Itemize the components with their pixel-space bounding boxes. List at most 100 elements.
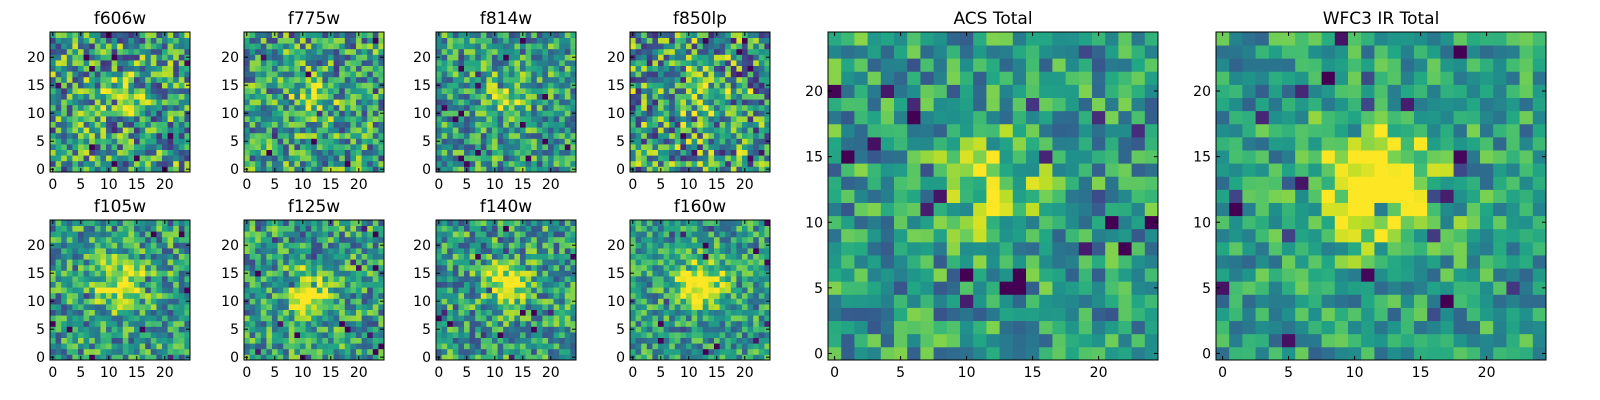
heatmap-cell [83, 43, 90, 50]
heatmap-cell [277, 276, 284, 282]
heatmap-cell [294, 220, 301, 226]
heatmap-cell [686, 110, 692, 117]
heatmap-cell [150, 348, 157, 355]
heatmap-cell [300, 82, 306, 89]
heatmap-cell [156, 144, 163, 150]
heatmap-cell [492, 326, 498, 333]
heatmap-cell [730, 71, 737, 78]
heatmap-cell [128, 76, 135, 83]
heatmap-cell [173, 259, 180, 266]
heatmap-cell [441, 354, 448, 361]
heatmap-cell [100, 248, 107, 254]
heatmap-cell [178, 121, 185, 128]
heatmap-cell [288, 354, 295, 361]
heatmap-cell [441, 121, 448, 128]
heatmap-cell [475, 76, 482, 83]
heatmap-cell [184, 43, 191, 50]
heatmap-cell [83, 276, 90, 282]
heatmap-cell [492, 276, 498, 282]
heatmap-cell [111, 127, 118, 134]
heatmap-cell [333, 93, 340, 100]
heatmap-cell [441, 225, 448, 232]
heatmap-cell [50, 43, 56, 50]
heatmap-cell [480, 37, 487, 44]
heatmap-cell [464, 348, 470, 355]
heatmap-cell [559, 104, 566, 111]
heatmap-cell [708, 354, 715, 361]
heatmap-cell [452, 259, 459, 266]
heatmap-cell [184, 225, 191, 232]
heatmap-cell [249, 65, 256, 72]
heatmap-cell [339, 315, 346, 322]
heatmap-cell [178, 264, 185, 271]
heatmap-cell [145, 354, 152, 361]
heatmap-cell [134, 160, 140, 167]
heatmap-cell [173, 337, 180, 344]
heatmap-cell [150, 93, 157, 100]
heatmap-cell [531, 253, 538, 260]
heatmap-cell [725, 337, 732, 344]
heatmap-cell [503, 248, 510, 254]
heatmap-cell [66, 236, 73, 243]
heatmap-cell [333, 82, 340, 89]
heatmap-cell [350, 104, 357, 111]
heatmap-cell [344, 298, 351, 305]
heatmap-cell [173, 54, 180, 61]
heatmap-cell [663, 144, 670, 150]
heatmap-cell [497, 298, 504, 305]
heatmap-cell [702, 32, 709, 38]
heatmap-cell [94, 71, 101, 78]
heatmap-cell [378, 304, 385, 310]
heatmap-cell [50, 259, 56, 266]
heatmap-cell [536, 276, 543, 282]
heatmap-cell [339, 54, 346, 61]
heatmap-cell [747, 76, 754, 83]
heatmap-cell [106, 132, 112, 139]
heatmap-cell [686, 82, 692, 89]
heatmap-cell [725, 309, 732, 316]
heatmap-cell [747, 116, 754, 122]
heatmap-cell [128, 343, 135, 350]
heatmap-cell [288, 99, 295, 106]
heatmap-cell [344, 264, 351, 271]
heatmap-cell [367, 43, 374, 50]
heatmap-cell [150, 110, 157, 117]
heatmap-cell [747, 71, 754, 78]
heatmap-cell [486, 88, 493, 94]
heatmap-cell [702, 276, 709, 282]
heatmap-cell [372, 220, 379, 226]
heatmap-cell [94, 104, 101, 111]
heatmap-cell [50, 309, 56, 316]
heatmap-cell [372, 99, 379, 106]
heatmap-cell [553, 116, 560, 122]
heatmap-cell [156, 65, 163, 72]
heatmap-cell [283, 225, 290, 232]
heatmap-cell [145, 144, 152, 150]
heatmap-cell [764, 348, 771, 355]
heatmap-cell [658, 315, 664, 322]
heatmap-cell [361, 144, 368, 150]
heatmap-cell [492, 248, 498, 254]
heatmap-cell [730, 104, 737, 111]
heatmap-cell [300, 149, 306, 156]
heatmap-cell [641, 138, 648, 145]
heatmap-cell [167, 60, 174, 66]
heatmap-cell [328, 225, 334, 232]
heatmap-cell [736, 60, 743, 66]
heatmap-cell [333, 32, 340, 38]
heatmap-cell [111, 337, 118, 344]
heatmap-cell [266, 116, 273, 122]
heatmap-cell [669, 332, 676, 338]
heatmap-cell [559, 253, 566, 260]
heatmap-cell [725, 76, 732, 83]
heatmap-cell [94, 48, 101, 55]
heatmap-cell [311, 166, 318, 173]
heatmap-cell [697, 138, 704, 145]
heatmap-cell [680, 132, 687, 139]
heatmap-cell [641, 121, 648, 128]
heatmap-cell [339, 242, 346, 249]
heatmap-cell [686, 332, 692, 338]
heatmap-cell [128, 88, 135, 94]
heatmap-cell [277, 236, 284, 243]
heatmap-cell [134, 65, 140, 72]
